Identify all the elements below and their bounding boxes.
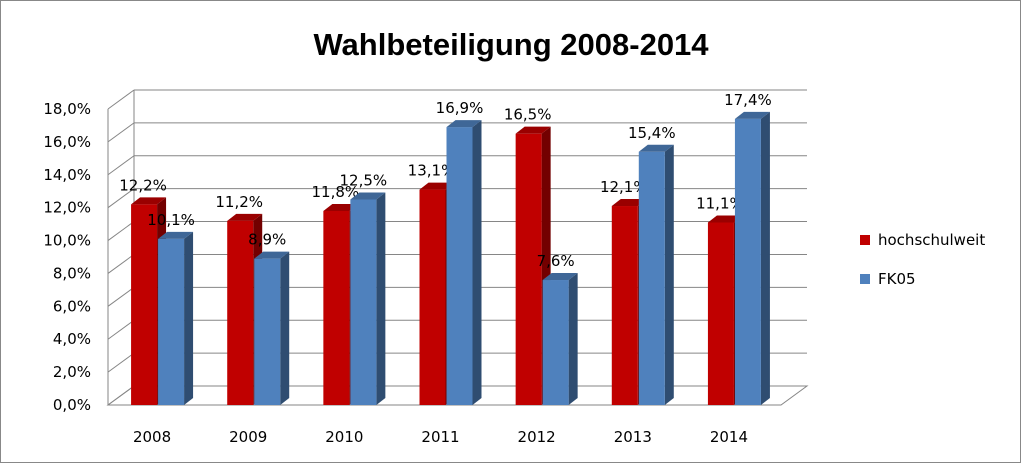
y-tick-label: 8,0% (53, 264, 91, 282)
bar-side (280, 251, 290, 405)
bar-side (664, 144, 674, 405)
data-label: 11,2% (215, 193, 263, 211)
data-label: 10,1% (147, 211, 195, 229)
bar-side (760, 111, 770, 405)
data-label: 8,9% (248, 231, 286, 249)
y-tick-label: 12,0% (43, 199, 91, 217)
bar-front (638, 151, 665, 405)
bar-front (254, 258, 281, 405)
bar-hochschulweit-2011 (419, 182, 455, 405)
bar-front (323, 210, 350, 405)
bar-side (184, 231, 194, 405)
bar-front (734, 118, 761, 405)
legend-swatch-hochschulweit (860, 235, 870, 245)
bar-top (254, 251, 290, 259)
gridline-side (107, 385, 135, 406)
bar-side (472, 120, 482, 405)
bar-FK05-2009 (254, 251, 290, 405)
data-label: 12,1% (600, 178, 648, 196)
data-label: 11,8% (312, 183, 360, 201)
gridline-side (107, 122, 135, 143)
bar-front (131, 204, 158, 405)
bar-front (158, 238, 185, 405)
bar-FK05-2008 (158, 231, 194, 405)
x-tick-label: 2010 (325, 428, 363, 446)
bar-side (568, 273, 578, 405)
data-label: 11,1% (696, 194, 744, 212)
bar-front (227, 220, 254, 405)
bar-front (419, 189, 446, 405)
bar-FK05-2010 (350, 192, 386, 405)
data-label: 13,1% (408, 162, 456, 180)
data-label: 16,9% (436, 99, 484, 117)
data-label: 7,6% (537, 252, 575, 270)
bar-top (638, 144, 674, 152)
bar-front (542, 280, 569, 405)
gridline-side (107, 188, 135, 209)
x-tick-label: 2009 (229, 428, 267, 446)
x-tick-label: 2011 (421, 428, 459, 446)
bar-front (446, 127, 473, 405)
chart-title: Wahlbeteiligung 2008-2014 (313, 27, 709, 62)
bar-side (376, 192, 386, 405)
gridline-side (107, 254, 135, 274)
gridline-side (107, 221, 135, 241)
bar-top (227, 213, 263, 221)
bar-top (446, 120, 482, 128)
bar-top (158, 231, 194, 239)
y-tick-label: 6,0% (53, 297, 91, 315)
gridline-side (107, 89, 135, 110)
bar-FK05-2011 (446, 120, 482, 405)
y-tick-label: 18,0% (43, 100, 91, 118)
y-tick-label: 2,0% (53, 363, 91, 381)
y-tick-label: 10,0% (43, 232, 91, 250)
bar-top (542, 273, 578, 281)
data-label: 16,5% (504, 106, 552, 124)
bar-front (515, 133, 542, 405)
bar-front (350, 199, 377, 405)
y-tick-label: 0,0% (53, 396, 91, 414)
bar-FK05-2014 (734, 111, 770, 405)
plot-area: 0,0% 2,0% 4,0% 6,0% 8,0% 10,0% 12,0% 14,0% 16,0%… (43, 89, 809, 446)
x-tick-label: 2008 (133, 428, 171, 446)
legend-label-hochschulweit: hochschulweit (878, 231, 985, 249)
gridline-side (107, 286, 135, 307)
bar-top (611, 199, 647, 207)
bar-FK05-2012 (542, 273, 578, 405)
data-label: 15,4% (628, 124, 676, 142)
y-tick-label: 4,0% (53, 330, 91, 348)
y-tick-label: 16,0% (43, 133, 91, 151)
bar-top (323, 203, 359, 211)
legend-swatch-FK05 (860, 274, 870, 284)
bar-top (350, 192, 386, 200)
bar-front (707, 222, 734, 405)
bar-front (611, 206, 638, 405)
data-label: 12,2% (119, 176, 167, 194)
y-tick-label: 14,0% (43, 166, 91, 184)
bar-top (131, 197, 167, 205)
legend: hochschulweit FK05 (860, 231, 985, 288)
bar-top (734, 111, 770, 119)
x-tick-label: 2014 (710, 428, 748, 446)
legend-label-FK05: FK05 (878, 270, 916, 288)
bar-FK05-2013 (638, 144, 674, 405)
bar-top (707, 215, 743, 223)
x-tick-label: 2013 (614, 428, 652, 446)
data-label: 12,5% (340, 171, 388, 189)
bar-top (515, 126, 551, 134)
gridline-side (107, 155, 135, 176)
gridline-side (107, 352, 135, 373)
data-label: 17,4% (724, 91, 772, 109)
bar-top (419, 182, 455, 190)
gridline-side (107, 319, 135, 340)
x-tick-label: 2012 (518, 428, 556, 446)
